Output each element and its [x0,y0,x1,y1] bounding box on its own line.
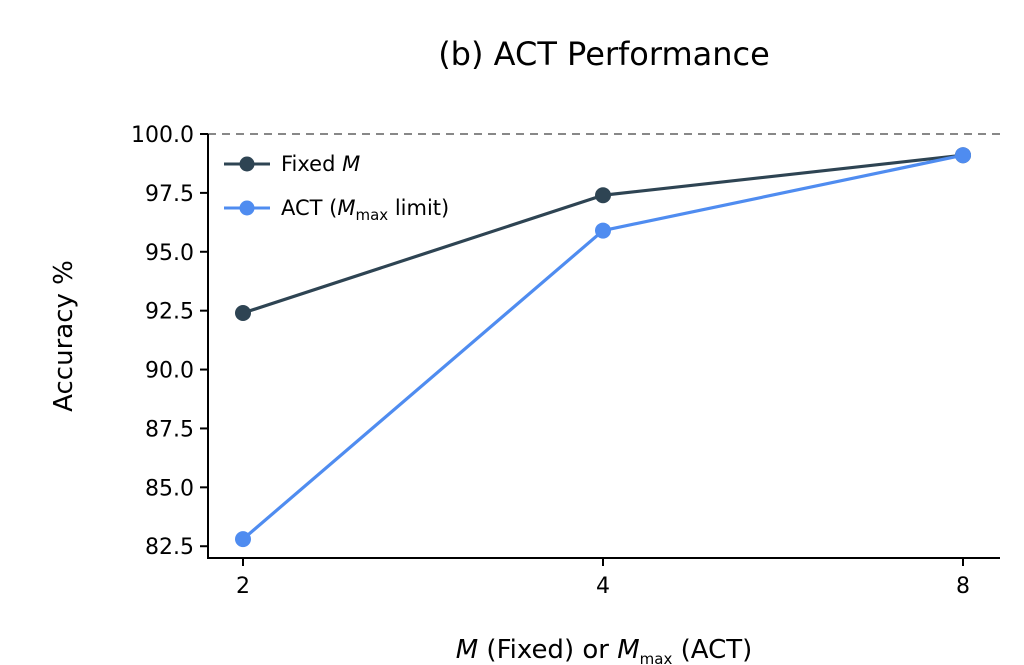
y-axis-label: Accuracy % [49,260,79,412]
data-point-1-1 [595,222,611,239]
x-axis-label-sub: max [640,650,673,665]
legend-label-fixed: Fixed M [281,152,360,176]
legend-label-act-tail: limit) [388,196,449,220]
y-tick-label: 100.0 [131,123,194,148]
x-axis-label-var: M [456,635,478,665]
y-tick-label: 82.5 [145,535,194,560]
legend-label-act: ACT (Mmax limit) [281,196,449,224]
y-tick-label: 95.0 [145,241,194,266]
y-tick-label: 97.5 [145,182,194,207]
x-tick-label: 2 [236,574,250,599]
y-ticks: 82.5 85.0 87.5 90.0 92.5 95.0 97.5 100.0 [131,123,208,560]
x-tick-label: 4 [596,574,610,599]
legend-label-act-sub: max [355,206,388,224]
data-point-0-0 [235,305,251,322]
series-layer [235,147,971,548]
x-ticks: 2 4 8 [236,558,970,599]
y-tick-label: 85.0 [145,476,194,501]
legend-label-fixed-text: Fixed [281,152,342,176]
x-axis-label-act: (ACT) [672,635,752,665]
legend: Fixed M ACT (Mmax limit) [224,152,449,224]
x-axis-label-var2: M [617,635,639,665]
y-tick-label: 87.5 [145,417,194,442]
y-tick-label: 92.5 [145,300,194,325]
legend-marker-fixed [239,156,255,172]
chart-title: (b) ACT Performance [438,35,770,73]
data-point-1-0 [235,531,251,548]
y-tick-label: 90.0 [145,359,194,384]
x-tick-label: 8 [956,574,970,599]
data-point-0-1 [595,187,611,204]
legend-marker-act [239,200,255,216]
legend-label-fixed-var: M [342,152,360,176]
x-axis-label-fixed: (Fixed) or [478,635,617,665]
data-point-1-2 [955,147,971,164]
x-axis-label: M (Fixed) or Mmax (ACT) [456,635,753,665]
legend-label-act-text: ACT ( [281,196,337,220]
legend-label-act-var: M [337,196,355,220]
